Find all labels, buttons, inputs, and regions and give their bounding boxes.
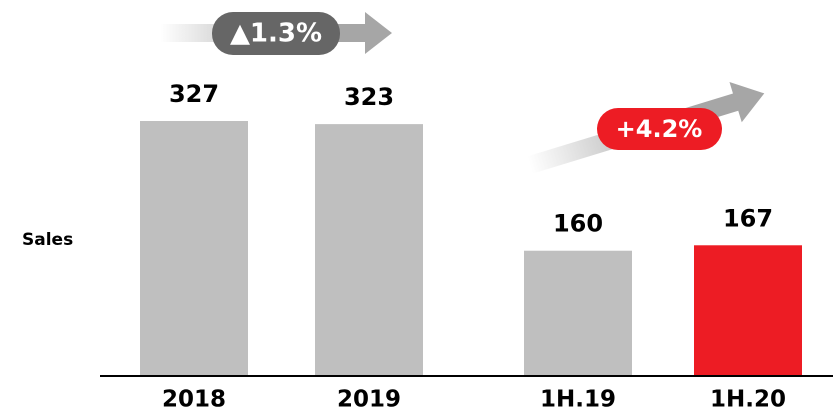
annotation-pill [212, 12, 340, 55]
y-axis-label: Sales [22, 230, 73, 250]
data-label: 323 [344, 83, 394, 111]
data-label: 327 [169, 80, 219, 108]
x-tick-label: 2019 [337, 387, 401, 413]
bar [524, 250, 632, 375]
data-label: 167 [723, 204, 773, 232]
x-tick-label: 1H.19 [540, 387, 616, 413]
x-tick-label: 1H.20 [710, 387, 786, 413]
annotation: +4.2% [616, 115, 703, 143]
data-label: 160 [553, 210, 603, 238]
bar [140, 121, 248, 375]
bar [315, 124, 423, 376]
annotation: ▲1.3% [230, 19, 322, 49]
x-tick-label: 2018 [162, 387, 226, 413]
annotation-pill [597, 108, 722, 150]
bar [694, 245, 802, 375]
